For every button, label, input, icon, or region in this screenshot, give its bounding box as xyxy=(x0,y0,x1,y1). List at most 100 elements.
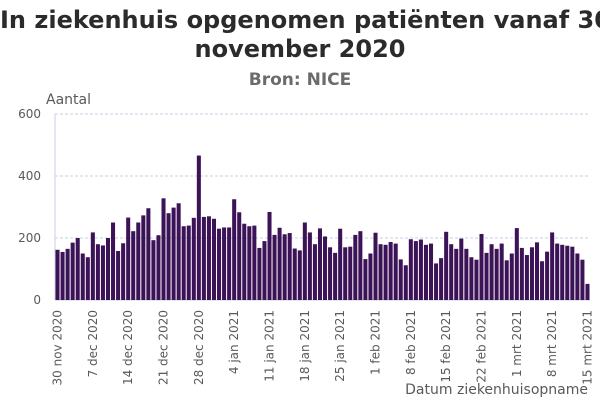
bar xyxy=(302,222,307,300)
bar xyxy=(196,155,201,300)
bar xyxy=(333,252,338,300)
x-tick-label: 21 dec 2020 xyxy=(157,310,171,385)
bar xyxy=(166,213,171,300)
bar xyxy=(206,216,211,300)
bar xyxy=(282,234,287,300)
bar xyxy=(232,199,237,300)
bar xyxy=(267,211,272,300)
bar xyxy=(343,247,348,300)
bar xyxy=(257,247,262,300)
bar xyxy=(484,252,489,300)
bar xyxy=(479,233,484,300)
bar xyxy=(191,217,196,300)
bar xyxy=(247,226,252,300)
bar xyxy=(105,238,111,300)
bar xyxy=(519,247,524,300)
bar xyxy=(580,259,585,300)
bar xyxy=(494,248,499,300)
bars xyxy=(55,155,590,300)
x-tick-label: 4 jan 2021 xyxy=(227,310,241,374)
bar xyxy=(524,255,529,300)
bar xyxy=(131,231,136,300)
bar xyxy=(439,258,444,300)
bar xyxy=(403,265,408,300)
y-tick-label: 400 xyxy=(18,169,41,183)
bar xyxy=(398,259,403,300)
x-tick-label: 22 feb 2021 xyxy=(474,310,488,383)
bar xyxy=(423,244,428,300)
bar xyxy=(489,244,494,300)
bar xyxy=(378,244,383,300)
bar xyxy=(540,261,545,300)
bar xyxy=(434,263,439,300)
x-tick-label: 11 jan 2021 xyxy=(263,310,277,382)
bar xyxy=(307,232,312,300)
bar xyxy=(534,242,540,300)
bar xyxy=(100,245,105,300)
bar xyxy=(201,216,206,300)
chart-title: In ziekenhuis opgenomen patiënten vanaf … xyxy=(0,6,600,64)
bar xyxy=(85,257,90,300)
bar xyxy=(227,227,232,300)
bar xyxy=(272,234,277,300)
x-tick-label: 7 dec 2020 xyxy=(86,310,100,377)
bar xyxy=(514,228,519,300)
bar xyxy=(121,243,126,300)
bar xyxy=(555,243,560,300)
bar xyxy=(383,244,388,300)
bar xyxy=(55,249,60,300)
bar xyxy=(161,198,166,300)
bar xyxy=(70,242,75,300)
bar xyxy=(242,223,247,300)
bar xyxy=(328,247,333,300)
bar xyxy=(217,228,222,300)
bar xyxy=(211,218,217,300)
bar xyxy=(317,228,322,300)
bar xyxy=(90,232,95,300)
bar xyxy=(418,239,423,300)
bar xyxy=(252,225,257,300)
bar xyxy=(136,222,141,300)
bar xyxy=(312,244,317,300)
bar xyxy=(95,244,100,300)
chart-subtitle: Bron: NICE xyxy=(248,70,352,90)
bar xyxy=(444,231,449,300)
bar xyxy=(323,236,328,300)
bar xyxy=(570,246,575,300)
chart-title-line2: november 2020 xyxy=(194,35,406,63)
x-tick-label: 8 feb 2021 xyxy=(404,310,418,375)
bar xyxy=(454,248,459,300)
bar xyxy=(75,238,80,300)
bar xyxy=(358,231,363,300)
bar xyxy=(550,232,555,300)
bar xyxy=(181,226,186,300)
bar xyxy=(464,248,469,300)
bar xyxy=(459,238,464,300)
bar xyxy=(469,257,474,300)
bar xyxy=(388,242,393,300)
bar xyxy=(504,260,509,300)
bar xyxy=(126,217,131,300)
bar xyxy=(287,233,292,300)
x-tick-label: 30 nov 2020 xyxy=(51,310,65,386)
y-tick-label: 0 xyxy=(33,293,41,307)
bar xyxy=(575,253,580,300)
bar xyxy=(373,232,378,300)
y-tick-label: 200 xyxy=(18,231,41,245)
bar xyxy=(363,259,368,300)
bar xyxy=(80,253,85,300)
bar xyxy=(529,247,534,300)
bar xyxy=(353,234,358,300)
x-tick-label: 25 jan 2021 xyxy=(333,310,347,382)
bar xyxy=(237,212,242,300)
bar xyxy=(111,222,116,300)
bar xyxy=(262,241,267,300)
bar xyxy=(65,248,70,300)
chart-title-line1: In ziekenhuis opgenomen patiënten vanaf … xyxy=(0,6,600,34)
bar xyxy=(156,235,161,300)
x-axis-title: Datum ziekenhuisopname xyxy=(405,382,588,398)
bar xyxy=(222,227,227,300)
bar xyxy=(368,253,373,300)
bar xyxy=(560,244,565,300)
